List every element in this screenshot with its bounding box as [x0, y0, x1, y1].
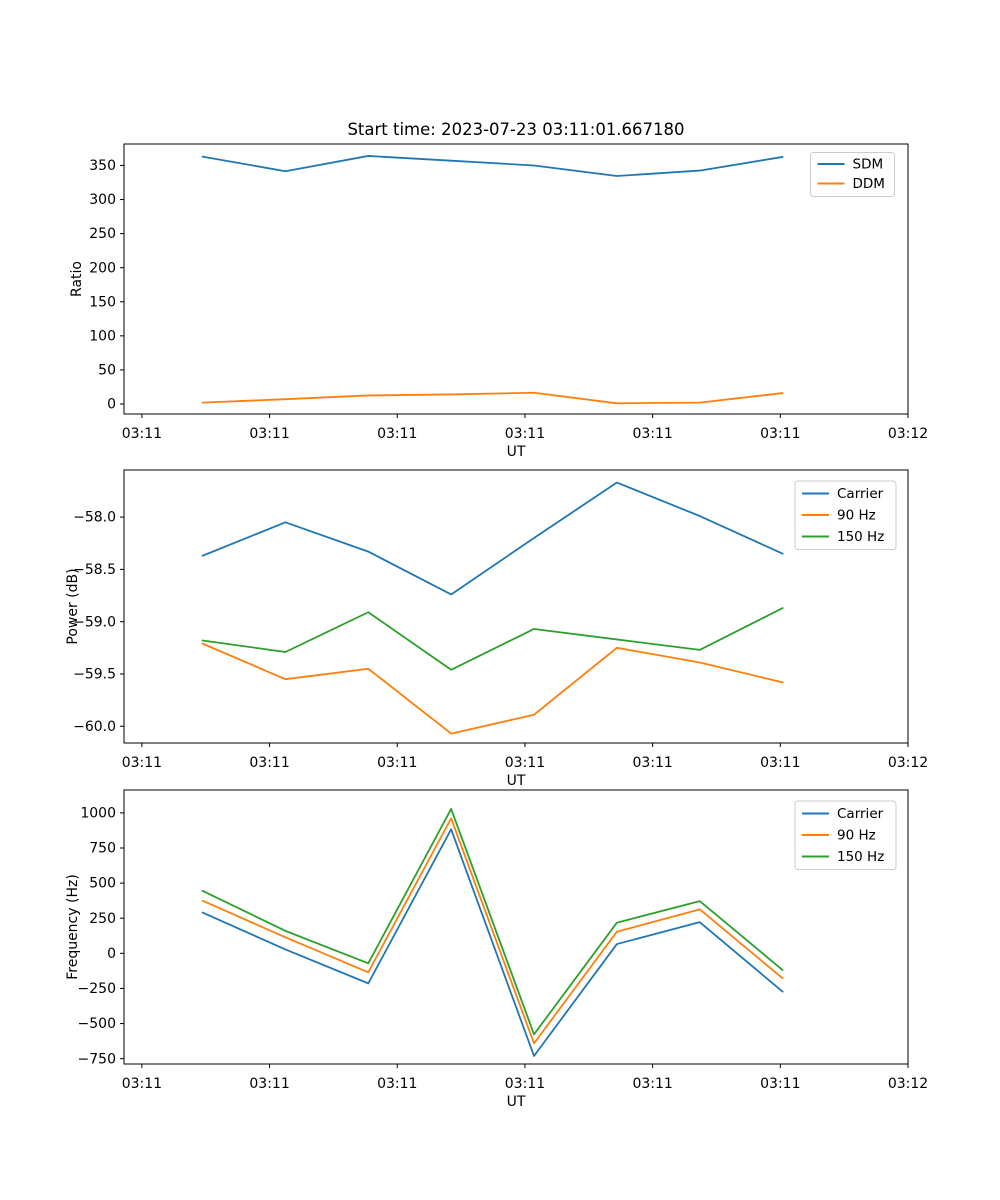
y-tick-label: −500	[78, 1016, 116, 1032]
series-line-carrier	[201, 828, 784, 1057]
x-tick-label: 03:11	[249, 1076, 289, 1092]
legend-label: Carrier	[837, 806, 884, 822]
x-tick-label: 03:11	[249, 755, 289, 771]
x-tick-label: 03:11	[632, 1076, 672, 1092]
legend-label: Carrier	[837, 486, 884, 502]
chart-title: Start time: 2023-07-23 03:11:01.667180	[347, 120, 684, 139]
x-tick-label: 03:11	[632, 426, 672, 442]
x-tick-label: 03:11	[122, 1076, 162, 1092]
axes-frame	[123, 469, 909, 744]
y-tick-label: 500	[89, 876, 116, 892]
x-tick-label: 03:11	[122, 426, 162, 442]
series-line-150-hz	[201, 607, 784, 671]
series-line-150-hz	[201, 808, 784, 1036]
x-tick-label: 03:11	[377, 755, 417, 771]
y-axis-label: Power (dB)	[65, 568, 81, 644]
x-tick-label: 03:11	[760, 755, 800, 771]
legend-box	[794, 800, 897, 870]
axes-frame	[123, 789, 909, 1065]
y-tick-label: 0	[107, 946, 116, 962]
y-tick-label: −60.0	[73, 719, 116, 735]
y-tick-label: 350	[89, 158, 116, 174]
legend: SDM DDM	[810, 152, 895, 197]
x-tick-label: 03:11	[505, 1076, 545, 1092]
series-line-carrier	[201, 481, 784, 596]
x-tick-label: 03:12	[888, 755, 928, 771]
y-tick-label: 300	[89, 192, 116, 208]
legend-label: SDM	[853, 157, 884, 173]
y-tick-label: −750	[78, 1051, 116, 1067]
axes-frame	[123, 143, 909, 415]
y-tick-label: 250	[89, 911, 116, 927]
y-tick-label: 0	[107, 397, 116, 413]
x-tick-label: 03:11	[505, 755, 545, 771]
y-tick-label: −59.5	[73, 667, 116, 683]
x-tick-label: 03:12	[888, 426, 928, 442]
x-tick-label: 03:11	[377, 426, 417, 442]
x-tick-label: 03:11	[760, 1076, 800, 1092]
legend-label: DDM	[853, 176, 885, 192]
x-tick-label: 03:11	[377, 1076, 417, 1092]
y-tick-label: 750	[89, 841, 116, 857]
series-line-90-hz	[201, 817, 784, 1045]
chart-ratio: Start time: 2023-07-23 03:11:01.667180 0 5…	[69, 120, 928, 460]
y-axis-label: Frequency (Hz)	[65, 874, 81, 980]
legend-label: 90 Hz	[837, 508, 876, 524]
x-tick-label: 03:11	[249, 426, 289, 442]
legend: Carrier 90 Hz 150 Hz	[794, 480, 897, 550]
series-line-90-hz	[201, 642, 784, 735]
chart-power: −58.0 −58.5 −59.0 −59.5 −60.0 03:11 03:11 03:11…	[65, 469, 928, 789]
x-tick-label: 03:11	[632, 755, 672, 771]
series-line-ddm	[201, 391, 784, 405]
y-tick-label: 250	[89, 226, 116, 242]
x-tick-label: 03:12	[888, 1076, 928, 1092]
x-tick-label: 03:11	[760, 426, 800, 442]
legend-box	[794, 480, 897, 550]
x-axis-label: UT	[507, 1094, 526, 1110]
y-tick-label: −58.0	[73, 510, 116, 526]
legend-label: 90 Hz	[837, 828, 876, 844]
y-tick-label: 1000	[80, 806, 116, 822]
legend-label: 150 Hz	[837, 849, 884, 865]
x-tick-label: 03:11	[505, 426, 545, 442]
y-tick-label: −250	[78, 981, 116, 997]
y-tick-label: 50	[98, 363, 116, 379]
x-axis-label: UT	[507, 444, 526, 460]
y-axis-label: Ratio	[69, 261, 85, 297]
legend: Carrier 90 Hz 150 Hz	[794, 800, 897, 870]
y-tick-label: −59.0	[73, 614, 116, 630]
y-tick-label: 200	[89, 260, 116, 276]
x-axis-label: UT	[507, 773, 526, 789]
series-line-sdm	[201, 155, 784, 177]
y-tick-label: 150	[89, 294, 116, 310]
legend-label: 150 Hz	[837, 529, 884, 545]
y-tick-label: 100	[89, 328, 116, 344]
x-tick-label: 03:11	[122, 755, 162, 771]
y-tick-label: −58.5	[73, 562, 116, 578]
chart-frequency: 1000 750 500 250 0 −250 −500 −750 03:11 03:11 03:1…	[65, 789, 928, 1110]
